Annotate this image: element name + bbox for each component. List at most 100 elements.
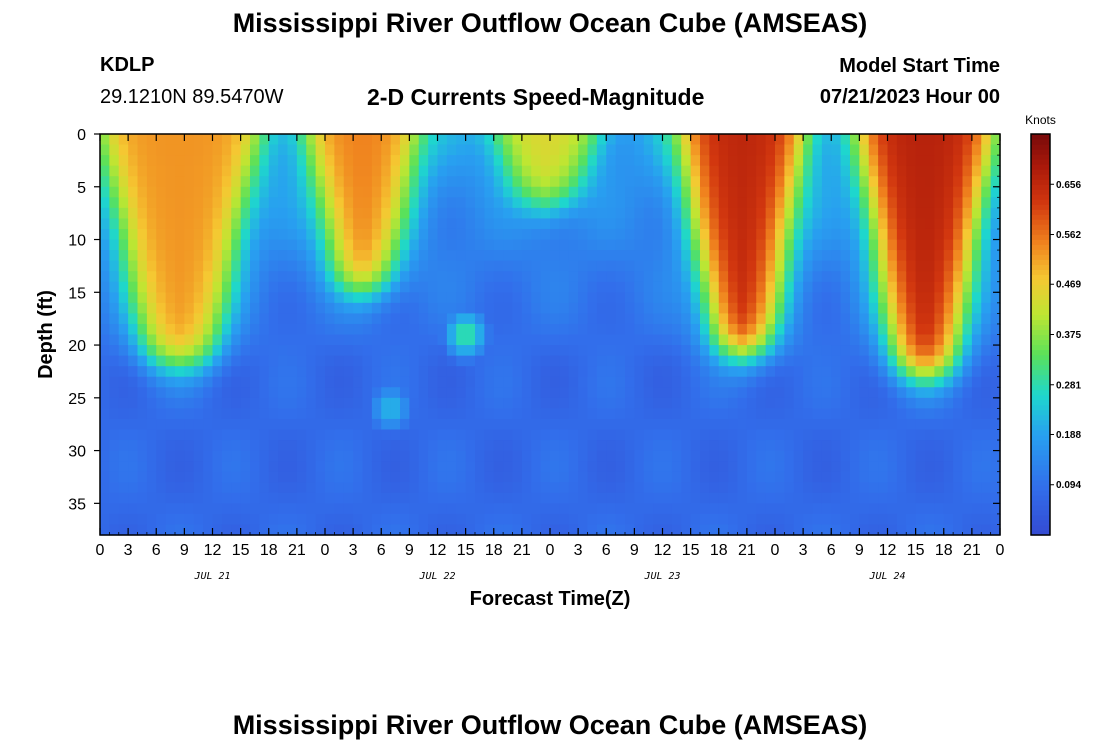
heatmap-cell (671, 397, 682, 409)
heatmap-cell (100, 250, 110, 262)
heatmap-cell (859, 218, 870, 230)
heatmap-cell (821, 218, 832, 230)
heatmap-cell (587, 440, 598, 452)
heatmap-cell (953, 281, 964, 293)
heatmap-cell (146, 376, 157, 388)
heatmap-cell (156, 482, 167, 494)
heatmap-cell (409, 323, 420, 336)
heatmap-cell (146, 471, 157, 483)
heatmap-cell (409, 376, 420, 388)
heatmap-cell (559, 281, 570, 293)
heatmap-cell (568, 471, 579, 483)
heatmap-cell (868, 513, 879, 526)
heatmap-cell (503, 176, 514, 188)
heatmap-cell (943, 302, 954, 314)
heatmap-cell (212, 461, 223, 473)
heatmap-cell (390, 144, 401, 156)
colorbar-segment (1031, 179, 1050, 185)
heatmap-cell (578, 271, 589, 283)
heatmap-cell (587, 345, 598, 357)
heatmap-cell (512, 345, 523, 357)
heatmap-cell (400, 176, 410, 188)
heatmap-cell (568, 366, 579, 378)
heatmap-cell (653, 387, 664, 399)
heatmap-cell (671, 355, 682, 367)
heatmap-cell (437, 503, 448, 515)
heatmap-cell (521, 429, 532, 441)
colorbar-segment (1031, 429, 1050, 436)
heatmap-cell (503, 440, 514, 452)
heatmap-cell (100, 165, 110, 177)
heatmap-cell (943, 239, 954, 251)
heatmap-cell (100, 313, 110, 325)
heatmap-cell (315, 366, 326, 378)
heatmap-cell (606, 218, 617, 230)
heatmap-cell (193, 334, 204, 346)
heatmap-cell (512, 323, 523, 336)
heatmap-cell (484, 366, 495, 378)
heatmap-cell (662, 323, 673, 336)
heatmap-cell (146, 492, 157, 504)
heatmap-cell (512, 260, 523, 272)
heatmap-cell (550, 271, 560, 283)
heatmap-cell (390, 323, 401, 336)
heatmap-cell (578, 292, 589, 304)
heatmap-cell (400, 155, 410, 167)
heatmap-cell (475, 176, 485, 188)
heatmap-cell (765, 260, 776, 272)
heatmap-cell (418, 292, 429, 304)
colorbar-tick-label: 0.188 (1056, 430, 1081, 441)
heatmap-cell (634, 313, 645, 325)
heatmap-cell (803, 355, 814, 367)
heatmap-cell (353, 239, 364, 251)
heatmap-cell (259, 387, 270, 399)
heatmap-cell (587, 482, 598, 494)
heatmap-cell (184, 418, 195, 431)
heatmap-cell (850, 313, 860, 325)
heatmap-cell (250, 197, 260, 209)
heatmap-cell (315, 524, 326, 536)
colorbar-segment (1031, 479, 1050, 486)
heatmap-cell (840, 482, 851, 494)
heatmap-cell (925, 281, 935, 293)
heatmap-cell (653, 134, 664, 146)
heatmap-cell (634, 239, 645, 251)
heatmap-cell (671, 366, 682, 378)
heatmap-cell (559, 418, 570, 431)
heatmap-cell (475, 387, 485, 399)
heatmap-cell (409, 165, 420, 177)
heatmap-cell (587, 250, 598, 262)
heatmap-cell (700, 228, 710, 241)
heatmap-cell (437, 176, 448, 188)
heatmap-cell (137, 418, 148, 431)
heatmap-cell (681, 165, 692, 177)
heatmap-cell (203, 471, 214, 483)
heatmap-cell (765, 250, 776, 262)
heatmap-cell (109, 250, 120, 262)
heatmap-cell (559, 355, 570, 367)
heatmap-cell (409, 482, 420, 494)
heatmap-cell (934, 408, 945, 420)
heatmap-cell (718, 292, 729, 304)
heatmap-cell (137, 313, 148, 325)
heatmap-cell (175, 345, 185, 357)
heatmap-cell (343, 418, 354, 431)
heatmap-cell (925, 302, 935, 314)
heatmap-cell (128, 513, 139, 526)
heatmap-cell (418, 492, 429, 504)
heatmap-cell (493, 250, 504, 262)
heatmap-cell (596, 524, 607, 536)
heatmap-cell (418, 513, 429, 526)
heatmap-cell (118, 450, 129, 462)
y-tick-label: 30 (68, 444, 86, 461)
heatmap-cell (315, 323, 326, 336)
heatmap-cell (231, 323, 242, 336)
heatmap-cell (287, 239, 298, 251)
heatmap-cell (334, 144, 345, 156)
heatmap-cell (362, 513, 373, 526)
heatmap-cell (540, 207, 551, 220)
colorbar-segment (1031, 299, 1050, 306)
heatmap-cell (746, 440, 757, 452)
heatmap-cell (981, 503, 992, 515)
heatmap-cell (259, 397, 270, 409)
